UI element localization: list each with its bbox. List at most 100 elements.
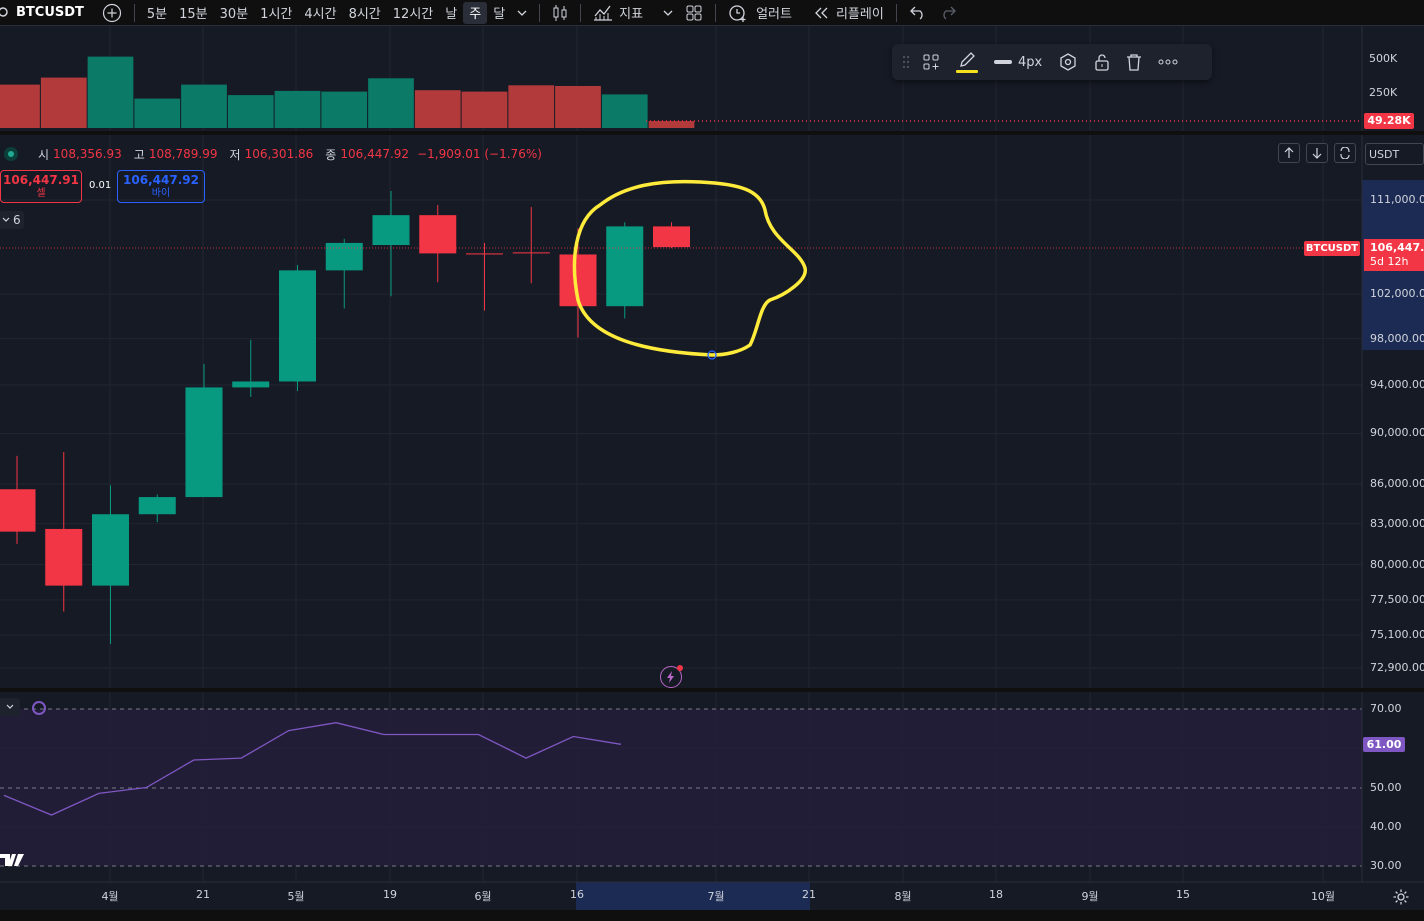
price-axis-tick: 111,000.00 xyxy=(1370,193,1424,206)
rsi-axis-tick: 50.00 xyxy=(1370,780,1402,794)
indicator-count: 6 xyxy=(13,213,21,227)
candle xyxy=(45,452,83,612)
sell-button[interactable]: 106,447.91 셀 xyxy=(0,170,82,203)
volume-bar xyxy=(555,86,601,128)
replay-button[interactable]: 리플레이 xyxy=(808,2,890,24)
last-price-badge: 106,447.92 5d 12h xyxy=(1364,239,1424,271)
layout-button[interactable] xyxy=(679,2,709,24)
arrow-down-icon xyxy=(1312,148,1322,159)
market-status-icon[interactable] xyxy=(4,147,18,161)
price-axis-tick: 83,000.00 xyxy=(1370,516,1424,530)
buy-price: 106,447.92 xyxy=(123,173,199,187)
interval-9[interactable]: 달 xyxy=(493,7,506,22)
ohlc-legend: 시 108,356.93 고 108,789.99 저 106,301.86 종 106… xyxy=(0,145,542,163)
price-axis-tick: 94,000.00 xyxy=(1370,378,1424,392)
time-axis-tick: 16 xyxy=(570,888,584,901)
chevron-down-icon xyxy=(6,704,14,709)
chevron-down-icon xyxy=(2,217,10,222)
candle-body xyxy=(92,514,129,586)
undo-icon xyxy=(909,6,923,20)
divider xyxy=(133,3,135,22)
price-axis-tick: 80,000.00 xyxy=(1370,557,1424,571)
flash-event-icon[interactable] xyxy=(660,665,683,688)
symbol-search[interactable]: BTCUSDT xyxy=(0,5,84,20)
candle-body xyxy=(419,215,457,254)
candle xyxy=(138,494,176,523)
interval-8[interactable]: 주 xyxy=(463,1,488,24)
interval-dropdown[interactable] xyxy=(511,2,533,24)
template-button[interactable] xyxy=(914,44,948,80)
line-width-button[interactable]: 4px xyxy=(986,44,1050,80)
hexagon-settings-icon xyxy=(1060,53,1076,71)
interval-1[interactable]: 15분 xyxy=(179,7,208,22)
buy-button[interactable]: 106,447.92 바이 xyxy=(117,170,205,203)
bar-countdown: 5d 12h xyxy=(1370,255,1409,268)
tradingview-logo xyxy=(0,850,32,872)
rewind-icon xyxy=(815,7,828,18)
price-axis-tick: 86,000.00 xyxy=(1370,477,1424,491)
grid-icon xyxy=(686,5,702,20)
price-axis-tick: 98,000.00 xyxy=(1370,331,1424,345)
indicators-collapse-toggle[interactable]: 6 xyxy=(0,211,24,229)
volume-bar xyxy=(321,91,368,128)
low-label: 저 xyxy=(229,147,241,162)
indicators-button[interactable]: 지표 xyxy=(587,2,649,24)
gear-icon xyxy=(1393,889,1409,905)
settings-button[interactable] xyxy=(1050,44,1086,80)
volume-axis-tick: 250K xyxy=(1369,86,1398,99)
scroll-up-button[interactable] xyxy=(1278,143,1300,163)
pane-divider[interactable] xyxy=(0,131,1424,135)
more-button[interactable] xyxy=(1150,44,1186,80)
candle-body xyxy=(653,226,690,248)
time-axis-tick: 21 xyxy=(196,888,210,901)
interval-7[interactable]: 날 xyxy=(445,7,458,22)
alert-button[interactable]: 얼러트 xyxy=(722,2,798,24)
candle xyxy=(92,485,129,644)
line-color-button[interactable] xyxy=(948,44,986,80)
undo-button[interactable] xyxy=(903,2,933,24)
currency-select[interactable]: USDT xyxy=(1365,143,1424,165)
chart-type-button[interactable] xyxy=(546,2,574,24)
highlight-circle-drawing xyxy=(572,179,807,357)
candle xyxy=(419,205,457,283)
compare-add-button[interactable] xyxy=(96,2,128,24)
drag-handle[interactable] xyxy=(898,44,914,80)
candle-body xyxy=(138,497,176,515)
rsi-collapse-toggle[interactable] xyxy=(0,698,20,716)
time-axis-tick: 9월 xyxy=(1081,890,1099,903)
delete-button[interactable] xyxy=(1118,44,1150,80)
rsi-line xyxy=(3,722,622,816)
time-axis-settings-button[interactable] xyxy=(1392,888,1410,906)
price-axis-tick: 90,000.00 xyxy=(1370,426,1424,440)
pencil-icon xyxy=(960,51,975,67)
rsi-last-badge: 61.00 xyxy=(1363,737,1405,752)
interval-4[interactable]: 4시간 xyxy=(304,7,337,22)
grid-plus-icon xyxy=(923,54,939,70)
indicators-dropdown[interactable] xyxy=(657,2,679,24)
lock-button[interactable] xyxy=(1086,44,1118,80)
time-axis-tick: 7월 xyxy=(707,890,725,903)
reset-chart-button[interactable] xyxy=(1334,143,1356,163)
interval-3[interactable]: 1시간 xyxy=(260,7,293,22)
symbol-badge: BTCUSDT xyxy=(1304,241,1360,256)
redo-button[interactable] xyxy=(933,2,963,24)
rsi-axis-tick: 30.00 xyxy=(1370,859,1402,872)
candle-body xyxy=(185,387,223,498)
candle xyxy=(512,207,550,284)
last-volume-badge: 49.28K xyxy=(1364,113,1414,129)
pane-divider[interactable] xyxy=(0,688,1424,692)
interval-5[interactable]: 8시간 xyxy=(348,7,381,22)
interval-2[interactable]: 30분 xyxy=(219,7,249,22)
time-axis-tick: 19 xyxy=(383,888,397,901)
scroll-down-button[interactable] xyxy=(1306,143,1328,163)
sell-label: 셀 xyxy=(36,188,46,199)
interval-6[interactable]: 12시간 xyxy=(392,7,434,22)
rsi-source-icon[interactable] xyxy=(32,701,46,715)
volume-bar xyxy=(461,91,508,128)
time-axis-tick: 6월 xyxy=(474,890,492,903)
time-axis-highlight xyxy=(576,882,810,910)
volume-bar xyxy=(601,94,648,128)
interval-0[interactable]: 5분 xyxy=(146,7,168,22)
divider xyxy=(895,3,897,22)
